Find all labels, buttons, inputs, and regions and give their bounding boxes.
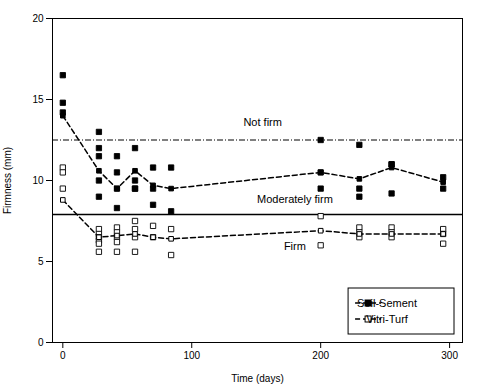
svg-text:5: 5 xyxy=(38,256,44,267)
svg-text:15: 15 xyxy=(32,94,44,105)
svg-text:Time (days): Time (days) xyxy=(231,373,283,384)
svg-text:Soil-Sement: Soil-Sement xyxy=(357,297,417,309)
svg-text:0: 0 xyxy=(38,337,44,348)
svg-text:Vitri-Turf: Vitri-Turf xyxy=(366,313,409,325)
svg-text:Not firm: Not firm xyxy=(243,116,282,128)
svg-text:0: 0 xyxy=(60,350,66,361)
svg-text:200: 200 xyxy=(312,350,329,361)
svg-text:20: 20 xyxy=(32,13,44,24)
svg-text:10: 10 xyxy=(32,175,44,186)
svg-text:Firmness (mm): Firmness (mm) xyxy=(2,147,13,214)
svg-text:300: 300 xyxy=(441,350,458,361)
svg-text:Moderately firm: Moderately firm xyxy=(257,193,333,205)
svg-text:Firm: Firm xyxy=(284,240,306,252)
svg-text:100: 100 xyxy=(183,350,200,361)
